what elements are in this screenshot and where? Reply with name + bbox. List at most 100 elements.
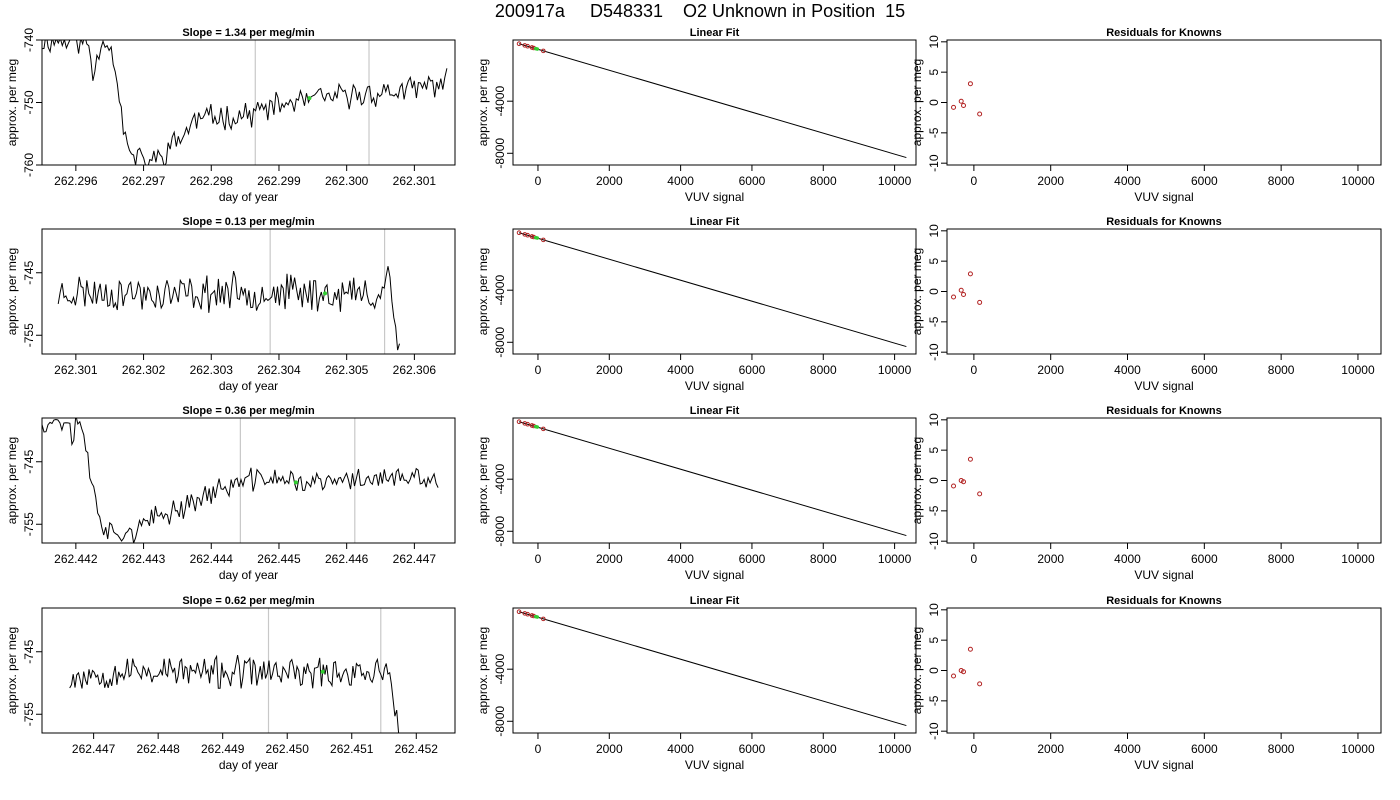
y-axis-label: approx. per meg xyxy=(910,437,924,524)
residual-point xyxy=(951,673,957,679)
x-tick-label: 2000 xyxy=(1037,742,1064,756)
x-tick-label: 262.298 xyxy=(190,174,234,188)
x-tick-label: 4000 xyxy=(667,363,694,377)
plot-area xyxy=(516,609,907,727)
x-tick-label: 0 xyxy=(971,552,978,566)
plot-area xyxy=(951,271,983,305)
residual-point xyxy=(958,98,964,104)
x-tick-label: 4000 xyxy=(667,742,694,756)
x-tick-label: 262.452 xyxy=(395,742,439,756)
plot-area xyxy=(42,418,439,543)
panel-title: Residuals for Knowns xyxy=(1106,216,1222,228)
x-tick-label: 8000 xyxy=(810,363,837,377)
x-tick-label: 0 xyxy=(535,552,542,566)
x-tick-label: 4000 xyxy=(667,552,694,566)
plot-area xyxy=(951,81,983,117)
x-tick-label: 4000 xyxy=(1114,174,1141,188)
x-tick-label: 0 xyxy=(535,742,542,756)
x-tick-label: 262.449 xyxy=(201,742,245,756)
x-axis-label: VUV signal xyxy=(1134,190,1193,204)
known-point xyxy=(541,48,546,54)
x-axis-label: day of year xyxy=(219,190,278,204)
plot-frame xyxy=(946,39,1382,166)
known-point xyxy=(516,609,522,615)
time-series-trace xyxy=(42,40,448,165)
x-tick-label: 8000 xyxy=(810,174,837,188)
y-tick-label: -745 xyxy=(22,639,36,663)
x-tick-label: 262.445 xyxy=(257,552,301,566)
x-tick-label: 6000 xyxy=(739,363,766,377)
y-axis-label: approx. per meg xyxy=(476,627,490,714)
time-series-panel-row-1: Slope = 1.34 per meg/min 262.296 262.297 26… xyxy=(5,27,456,204)
x-tick-label: 8000 xyxy=(1268,552,1295,566)
panel-title: Slope = 0.36 per meg/min xyxy=(182,405,315,417)
x-tick-label: 8000 xyxy=(810,552,837,566)
known-point xyxy=(516,419,522,425)
y-tick-label: -8000 xyxy=(493,327,507,358)
y-tick-label: -4000 xyxy=(493,654,507,685)
current-point-marker xyxy=(323,291,328,296)
plot-area xyxy=(57,229,400,354)
y-tick-label: -5 xyxy=(927,316,941,327)
known-point xyxy=(522,421,528,426)
known-point xyxy=(525,232,530,238)
fit-line xyxy=(518,421,907,537)
x-tick-label: 10000 xyxy=(878,174,912,188)
x-axis-label: VUV signal xyxy=(1134,758,1193,772)
x-tick-label: 4000 xyxy=(1114,552,1141,566)
panel-title: Slope = 0.62 per meg/min xyxy=(182,595,315,607)
x-tick-label: 262.306 xyxy=(393,363,437,377)
residual-point xyxy=(958,287,964,293)
y-tick-label: -750 xyxy=(22,90,36,114)
x-tick-label: 8000 xyxy=(810,742,837,756)
y-tick-label: 0 xyxy=(927,667,941,674)
x-axis-label: day of year xyxy=(219,379,278,393)
x-tick-label: 4000 xyxy=(667,174,694,188)
x-tick-label: 10000 xyxy=(878,552,912,566)
x-tick-label: 262.442 xyxy=(54,552,98,566)
x-tick-label: 262.451 xyxy=(330,742,374,756)
time-series-panel-row-4: Slope = 0.62 per meg/min 262.447 262.448 26… xyxy=(5,595,456,772)
y-axis-label: approx. per meg xyxy=(910,627,924,714)
linear-fit-panel-row-2: Linear Fit 0 2000 4000 6000 8000 10000 -8000 -40… xyxy=(476,216,917,393)
y-tick-label: -5 xyxy=(927,505,941,516)
panel-title: Linear Fit xyxy=(690,595,740,607)
y-tick-label: -755 xyxy=(22,323,36,347)
plot-frame xyxy=(512,417,917,544)
x-tick-label: 6000 xyxy=(1191,552,1218,566)
x-tick-label: 262.296 xyxy=(54,174,98,188)
x-axis-label: day of year xyxy=(219,758,278,772)
known-point xyxy=(525,611,530,617)
y-tick-label: -8000 xyxy=(493,138,507,169)
x-tick-label: 6000 xyxy=(739,742,766,756)
y-tick-label: -4000 xyxy=(493,464,507,495)
known-point xyxy=(525,43,530,49)
x-axis-label: VUV signal xyxy=(1134,568,1193,582)
residual-point xyxy=(977,299,983,305)
x-axis-label: VUV signal xyxy=(685,190,744,204)
plot-frame xyxy=(946,607,1382,734)
panel-title: Linear Fit xyxy=(690,216,740,228)
panel-title: Residuals for Knowns xyxy=(1106,27,1222,39)
known-point xyxy=(525,421,530,427)
sample-point xyxy=(535,615,540,619)
x-tick-label: 2000 xyxy=(1037,363,1064,377)
current-point-marker xyxy=(320,669,325,674)
panel-title: Residuals for Knowns xyxy=(1106,595,1222,607)
residual-point xyxy=(951,104,957,110)
x-tick-label: 262.447 xyxy=(393,552,437,566)
x-tick-label: 262.301 xyxy=(54,363,98,377)
residual-point xyxy=(967,646,973,652)
x-tick-label: 2000 xyxy=(1037,552,1064,566)
x-tick-label: 2000 xyxy=(1037,174,1064,188)
time-series-trace xyxy=(42,418,439,543)
fit-line xyxy=(518,232,907,348)
x-tick-label: 2000 xyxy=(596,552,623,566)
known-point xyxy=(541,616,546,622)
panel-title: Linear Fit xyxy=(690,27,740,39)
x-tick-label: 10000 xyxy=(878,363,912,377)
fit-line xyxy=(518,43,907,159)
